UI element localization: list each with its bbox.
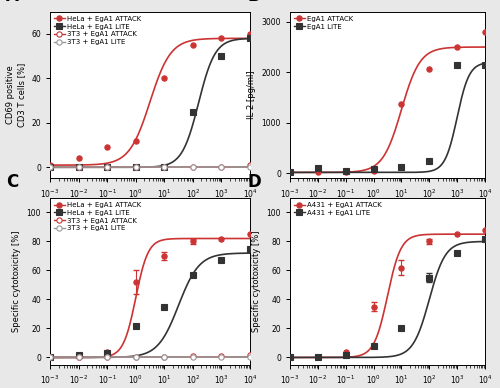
Y-axis label: IL-2 [pg/ml]: IL-2 [pg/ml] — [247, 71, 256, 120]
Text: A: A — [6, 0, 19, 5]
Y-axis label: CD69 positive
CD3 T cells [%]: CD69 positive CD3 T cells [%] — [6, 63, 26, 127]
Text: D: D — [247, 173, 261, 191]
X-axis label: Concentration [pM]: Concentration [pM] — [109, 206, 191, 215]
Text: C: C — [6, 173, 18, 191]
Legend: HeLa + EgA1 ATTACK, HeLa + EgA1 LiTE, 3T3 + EgA1 ATTACK, 3T3 + EgA1 LiTE: HeLa + EgA1 ATTACK, HeLa + EgA1 LiTE, 3T… — [54, 15, 142, 46]
Y-axis label: Specific cytotoxicity [%]: Specific cytotoxicity [%] — [12, 230, 21, 332]
X-axis label: Concentration [pM]: Concentration [pM] — [347, 206, 428, 215]
Y-axis label: Specific cytotoxicity [%]: Specific cytotoxicity [%] — [252, 230, 261, 332]
Legend: A431 + EgA1 ATTACK, A431 + EgA1 LiTE: A431 + EgA1 ATTACK, A431 + EgA1 LiTE — [294, 201, 383, 217]
Legend: EgA1 ATTACK, EgA1 LiTE: EgA1 ATTACK, EgA1 LiTE — [294, 15, 354, 30]
Text: B: B — [247, 0, 260, 5]
Legend: HeLa + EgA1 ATTACK, HeLa + EgA1 LiTE, 3T3 + EgA1 ATTACK, 3T3 + EgA1 LiTE: HeLa + EgA1 ATTACK, HeLa + EgA1 LiTE, 3T… — [54, 201, 142, 232]
